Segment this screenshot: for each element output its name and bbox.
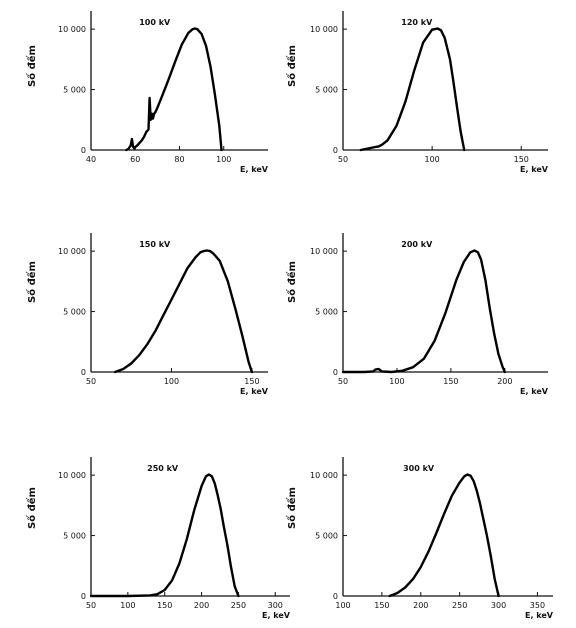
x-tick-label: 250 — [231, 601, 246, 610]
y-tick-label: 5 000 — [315, 308, 338, 317]
x-tick-label: 300 — [268, 601, 283, 610]
x-axis-title: E, keV — [525, 611, 554, 620]
y-axis-title: Số đếm — [285, 261, 298, 303]
y-tick-label: 0 — [333, 592, 338, 601]
spectrum-curve — [125, 27, 223, 152]
chart-panel-4: 50 100 150 200 0 5 000 10 000 Số đếm E, keV 200 k… — [285, 233, 549, 396]
x-axis-title: E, keV — [520, 165, 549, 174]
x-tick-label: 100 — [424, 155, 439, 164]
chart-panel-5: 50 100 150 200 250 300 0 5 000 10 000 Số đếm E, ke… — [25, 457, 291, 620]
chart-title: 300 kV — [403, 464, 435, 473]
y-tick-label: 5 000 — [315, 532, 338, 541]
x-axis-title: E, keV — [520, 387, 549, 396]
x-tick-label: 250 — [452, 601, 467, 610]
x-tick-label: 200 — [497, 377, 512, 386]
x-tick-label: 60 — [130, 155, 140, 164]
y-tick-label: 0 — [333, 368, 338, 377]
y-axis-title: Số đếm — [25, 261, 38, 303]
x-axis-title: E, keV — [240, 387, 269, 396]
y-tick-label: 0 — [81, 146, 86, 155]
x-tick-label: 150 — [157, 601, 172, 610]
y-tick-label: 10 000 — [310, 471, 338, 480]
x-axis-title: E, keV — [240, 165, 269, 174]
y-axis-title: Số đếm — [285, 45, 298, 87]
y-axis-title: Số đếm — [25, 487, 38, 529]
spectrum-curve — [89, 473, 240, 598]
y-tick-label: 5 000 — [63, 86, 86, 95]
chart-panel-1: 40 60 80 100 0 5 000 10 000 Số đếm E, keV 100 kV — [25, 11, 269, 174]
chart-title: 100 kV — [139, 18, 171, 27]
x-tick-label: 50 — [86, 377, 96, 386]
x-tick-label: 40 — [86, 155, 96, 164]
chart-panel-3: 50 100 150 0 5 000 10 000 Số đếm E, keV 150 kV — [25, 233, 269, 396]
spectrum-curve — [113, 249, 254, 374]
x-tick-label: 100 — [389, 377, 404, 386]
x-tick-label: 100 — [335, 601, 350, 610]
x-tick-label: 50 — [338, 377, 348, 386]
y-tick-label: 10 000 — [58, 471, 86, 480]
x-tick-label: 150 — [443, 377, 458, 386]
x-tick-label: 150 — [514, 155, 529, 164]
spectrum-curve — [341, 249, 506, 374]
y-tick-label: 10 000 — [58, 25, 86, 34]
y-tick-label: 10 000 — [58, 247, 86, 256]
spectrum-curve — [359, 27, 466, 152]
chart-title: 150 kV — [139, 240, 171, 249]
x-tick-label: 50 — [338, 155, 348, 164]
chart-panel-2: 50 100 150 0 5 000 10 000 Số đếm E, keV 120 kV — [285, 11, 549, 174]
x-tick-label: 200 — [413, 601, 428, 610]
y-axis-title: Số đếm — [285, 487, 298, 529]
y-tick-label: 5 000 — [63, 532, 86, 541]
chart-title: 120 kV — [401, 18, 433, 27]
spectrum-curve — [388, 473, 500, 598]
y-tick-label: 5 000 — [63, 308, 86, 317]
y-tick-label: 0 — [333, 146, 338, 155]
x-tick-label: 150 — [374, 601, 389, 610]
chart-title: 200 kV — [401, 240, 433, 249]
x-tick-label: 350 — [530, 601, 545, 610]
x-tick-label: 300 — [491, 601, 506, 610]
y-tick-label: 5 000 — [315, 86, 338, 95]
x-tick-label: 100 — [120, 601, 135, 610]
x-tick-label: 100 — [216, 155, 231, 164]
x-tick-label: 80 — [174, 155, 184, 164]
y-axis-title: Số đếm — [25, 45, 38, 87]
y-tick-label: 0 — [81, 592, 86, 601]
x-axis-title: E, keV — [262, 611, 291, 620]
y-tick-label: 0 — [81, 368, 86, 377]
x-tick-label: 50 — [86, 601, 96, 610]
x-tick-label: 150 — [244, 377, 259, 386]
chart-title: 250 kV — [147, 464, 179, 473]
y-tick-label: 10 000 — [310, 25, 338, 34]
x-tick-label: 200 — [194, 601, 209, 610]
y-tick-label: 10 000 — [310, 247, 338, 256]
chart-panel-6: 100 150 200 250 300 350 0 5 000 10 000 Số đếm E, k… — [285, 457, 554, 620]
x-tick-label: 100 — [164, 377, 179, 386]
